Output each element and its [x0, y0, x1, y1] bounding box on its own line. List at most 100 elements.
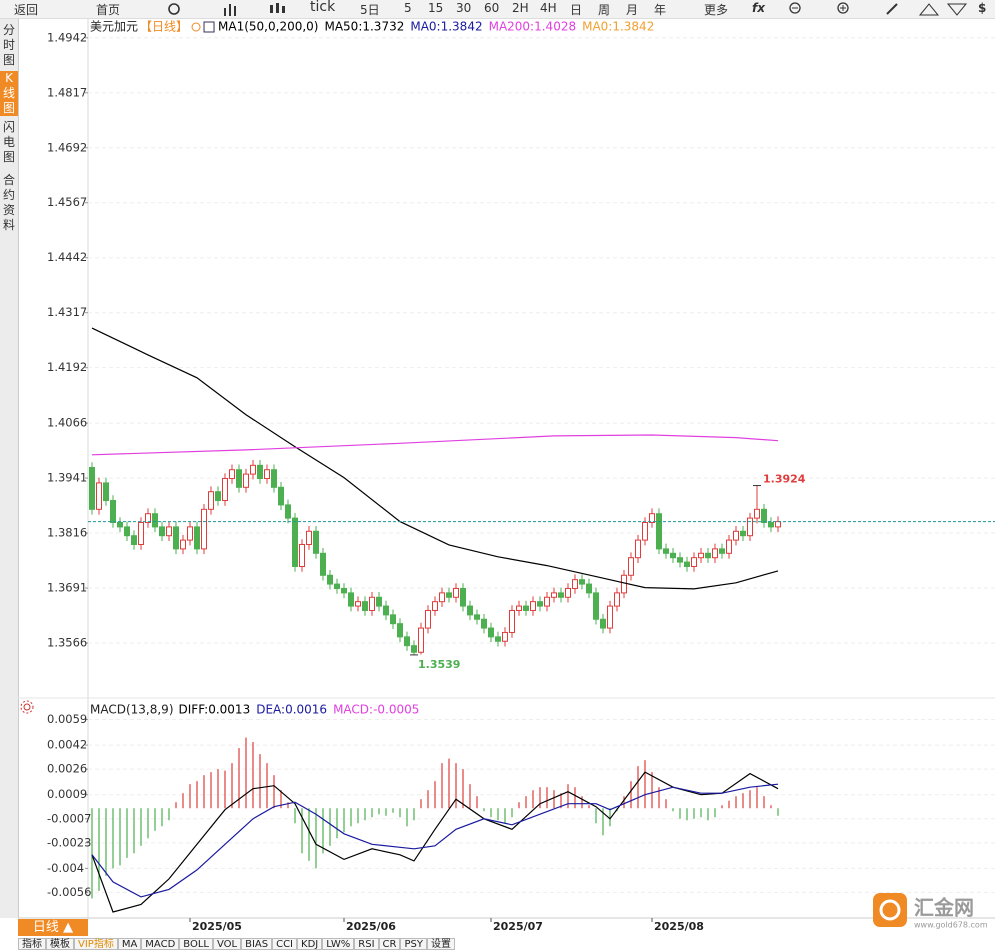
candle-body — [775, 521, 781, 528]
period-button[interactable]: 月 — [626, 3, 639, 17]
y-tick-label: 1.4692 — [47, 140, 87, 154]
candle-body — [201, 508, 207, 550]
triangle-icon[interactable] — [946, 1, 968, 17]
side-tab[interactable]: 闪电图 — [2, 120, 15, 164]
more-button[interactable]: 更多 — [704, 3, 729, 17]
home-button[interactable]: 首页 — [96, 3, 121, 17]
candle-body — [355, 601, 361, 607]
candle-body — [614, 592, 620, 607]
candle-body — [187, 526, 193, 541]
candle-body — [642, 522, 648, 541]
candle-body — [313, 530, 319, 554]
candle-body — [194, 526, 200, 550]
indicator-tab[interactable]: RSI — [354, 938, 379, 950]
indicator-tab[interactable]: PSY — [400, 938, 427, 950]
candle-body — [754, 508, 760, 519]
period-button[interactable]: 日 — [570, 3, 583, 17]
period-button[interactable]: 60 — [484, 1, 500, 15]
legend-entry: MA0:1.3842 — [410, 20, 482, 34]
currency-button[interactable]: $ — [978, 1, 987, 15]
bars-icon[interactable] — [222, 2, 238, 16]
side-tab[interactable]: 合约资料 — [2, 173, 15, 232]
indicator-tab[interactable]: 设置 — [426, 938, 455, 950]
low-annotation: 1.3539 — [418, 658, 460, 671]
candle-body — [516, 605, 522, 611]
indicator-line — [91, 771, 779, 913]
period-button[interactable]: 4H — [540, 1, 557, 15]
formula-button[interactable]: fx — [752, 1, 765, 15]
period-button[interactable]: 5日 — [360, 3, 380, 17]
indicator-tab[interactable]: KDJ — [297, 938, 323, 950]
candle-body — [607, 605, 613, 629]
x-tick-label: 2025/06 — [346, 920, 396, 933]
indicator-tab[interactable]: VOL — [212, 938, 242, 950]
candle-body — [593, 592, 599, 620]
candle-body — [467, 605, 473, 616]
period-tab[interactable]: 日线 ▲ — [18, 919, 88, 936]
candle-body — [551, 592, 557, 598]
indicator-tab[interactable]: 模板 — [46, 938, 74, 950]
zoom-out-icon[interactable] — [788, 1, 804, 17]
indicator-tab[interactable]: 指标 — [18, 938, 46, 950]
period-button[interactable]: 年 — [654, 3, 667, 17]
y-tick-label: 1.4942 — [47, 30, 87, 44]
legend-entry: MACD:-0.0005 — [333, 703, 419, 717]
indicator-tab[interactable]: CCI — [272, 938, 298, 950]
macd-settings-icon[interactable] — [20, 700, 34, 714]
y-tick-label: 1.4066 — [47, 416, 87, 430]
period-button[interactable]: 5 — [404, 1, 412, 15]
candle-body — [502, 631, 508, 642]
side-tab[interactable]: K线图 — [0, 71, 18, 116]
candle-body — [425, 609, 431, 629]
y-tick-label: 1.3691 — [47, 581, 87, 595]
tick-button[interactable]: tick — [310, 0, 336, 15]
candle-body — [418, 627, 424, 653]
period-button[interactable]: 2H — [512, 1, 529, 15]
candle-body — [544, 596, 550, 607]
candle-body — [369, 596, 375, 611]
indicator-tab[interactable]: CR — [378, 938, 401, 950]
candle-body — [348, 592, 354, 607]
refresh-icon[interactable] — [166, 2, 182, 16]
period-button[interactable]: 15 — [428, 1, 444, 15]
y-tick-label: 1.4442 — [47, 250, 87, 264]
instrument-title: 美元加元 — [90, 20, 138, 34]
indicator-tab[interactable]: BIAS — [241, 938, 273, 950]
candle-body — [299, 543, 305, 567]
candle-body — [397, 623, 403, 638]
candle-body — [635, 539, 641, 559]
indicator-tab[interactable]: VIP指标 — [74, 938, 118, 950]
side-tab[interactable]: 分时图 — [2, 23, 15, 67]
candle-body — [215, 491, 221, 502]
candle-body — [173, 526, 179, 550]
candle-body — [677, 557, 683, 563]
candle-body — [537, 601, 543, 607]
candle-body — [705, 552, 711, 559]
y-tick-label: -0.0056 — [47, 885, 91, 899]
candle-body — [110, 500, 116, 524]
candle-body — [439, 592, 445, 603]
period-button[interactable]: 周 — [598, 3, 611, 17]
y-tick-label: 1.3941 — [47, 471, 87, 485]
back-button[interactable]: 返回 — [14, 3, 39, 17]
triangle-icon[interactable] — [918, 1, 940, 17]
y-tick-label: 1.3566 — [47, 636, 87, 650]
y-tick-label: 0.0009 — [47, 787, 87, 801]
zoom-in-icon[interactable] — [836, 1, 852, 17]
candle-body — [768, 522, 774, 528]
indicator-tab[interactable]: BOLL — [179, 938, 213, 950]
period-button[interactable]: 30 — [456, 1, 472, 15]
candle-icon[interactable] — [268, 2, 286, 16]
y-tick-label: 0.0026 — [47, 762, 87, 776]
indicator-tab[interactable]: MA — [117, 938, 142, 950]
pen-icon[interactable] — [884, 1, 900, 17]
candle-body — [341, 587, 347, 594]
y-tick-label: -0.004 — [47, 861, 84, 875]
candle-body — [691, 557, 697, 567]
candle-body — [733, 530, 739, 541]
indicator-tab[interactable]: LW% — [322, 938, 355, 950]
logo: 汇金网 www.gold678.com — [873, 893, 988, 930]
indicator-tab[interactable]: MACD — [141, 938, 180, 950]
period-label: 【日线】 — [140, 20, 188, 34]
